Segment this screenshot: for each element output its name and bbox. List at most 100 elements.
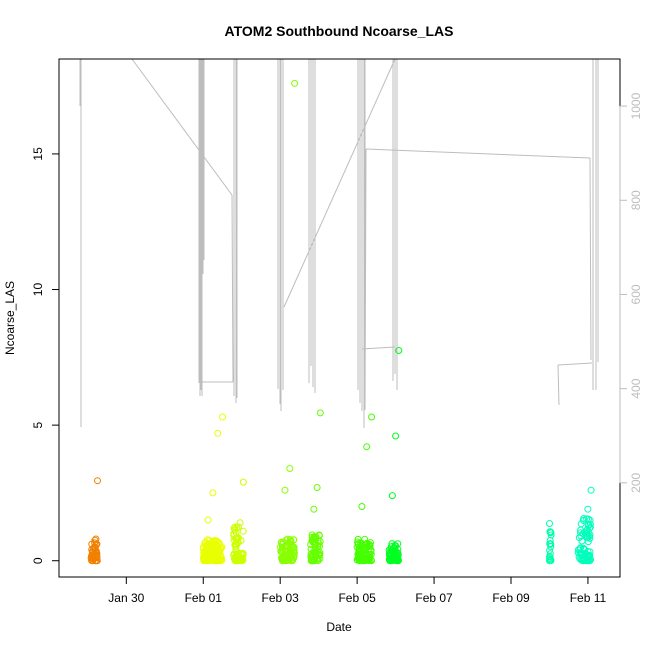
y-tick-label: 10 xyxy=(31,283,45,297)
data-point xyxy=(316,542,323,550)
data-point xyxy=(202,555,209,563)
data-point xyxy=(361,541,369,549)
data-point xyxy=(358,540,366,548)
data-point xyxy=(238,550,246,558)
data-point xyxy=(203,536,211,544)
data-point xyxy=(94,477,101,485)
data-point xyxy=(92,535,100,543)
data-point xyxy=(388,492,396,500)
data-point xyxy=(231,523,239,531)
data-point xyxy=(232,545,240,553)
data-point xyxy=(385,546,393,554)
data-point xyxy=(90,543,98,551)
data-point xyxy=(310,505,318,513)
data-point xyxy=(91,539,99,547)
data-point xyxy=(286,548,294,556)
data-point xyxy=(288,542,296,550)
right-tick-label: 800 xyxy=(629,190,643,210)
data-point xyxy=(307,545,315,553)
data-point xyxy=(212,547,219,555)
data-point xyxy=(581,528,589,536)
data-point xyxy=(276,543,284,551)
data-point xyxy=(587,486,595,494)
data-point xyxy=(203,545,211,553)
data-point xyxy=(584,548,592,555)
data-point xyxy=(586,516,594,524)
data-point xyxy=(585,552,593,560)
data-point xyxy=(211,557,218,565)
depth-line xyxy=(557,364,560,406)
data-point xyxy=(199,543,207,551)
data-point xyxy=(586,523,594,531)
data-point xyxy=(316,409,324,417)
data-point xyxy=(236,519,244,527)
right-tick-label: 400 xyxy=(629,378,643,398)
data-point xyxy=(586,520,594,528)
depth-line xyxy=(361,346,396,350)
data-point xyxy=(580,556,588,564)
data-point xyxy=(547,529,555,537)
data-point xyxy=(368,413,376,421)
data-point xyxy=(209,489,217,497)
data-point xyxy=(546,553,554,561)
depth-profile-lines xyxy=(79,58,599,428)
data-point xyxy=(215,555,223,563)
data-point xyxy=(219,413,226,421)
depth-line xyxy=(589,157,592,361)
x-tick-label: Feb 03 xyxy=(262,591,300,605)
data-point xyxy=(395,347,403,354)
data-point xyxy=(546,557,553,565)
depth-line xyxy=(365,148,591,159)
data-point xyxy=(92,548,100,556)
y-tick-label: 0 xyxy=(31,557,45,564)
x-tick-label: Feb 05 xyxy=(338,591,376,605)
data-point xyxy=(358,503,366,510)
data-point xyxy=(313,484,321,491)
depth-line xyxy=(364,148,367,411)
x-axis-label: Date xyxy=(326,620,352,634)
data-point xyxy=(239,527,247,535)
data-point xyxy=(580,516,587,524)
data-point xyxy=(91,536,99,544)
data-point xyxy=(207,547,214,555)
data-point xyxy=(584,505,592,513)
x-tick-label: Feb 11 xyxy=(570,591,607,605)
right-tick-label: 200 xyxy=(629,472,643,492)
data-point xyxy=(230,551,238,559)
data-point xyxy=(278,548,286,556)
data-point xyxy=(392,542,400,550)
y-tick-label: 15 xyxy=(31,147,45,161)
depth-line xyxy=(231,194,234,383)
x-tick-label: Feb 01 xyxy=(185,591,223,605)
data-point xyxy=(574,546,582,554)
data-point xyxy=(314,555,322,563)
right-axis: 200 400 600 800 1000 xyxy=(619,92,643,493)
x-tick-label: Jan 30 xyxy=(108,591,144,605)
data-point xyxy=(230,530,238,538)
data-point xyxy=(546,520,553,527)
data-point xyxy=(237,549,245,557)
y-tick-label: 5 xyxy=(31,421,45,428)
data-point xyxy=(585,532,593,540)
data-point xyxy=(281,553,289,561)
data-point xyxy=(307,541,315,548)
right-tick-label: 1000 xyxy=(629,92,643,119)
data-point xyxy=(204,516,212,524)
y-axis-label: Ncoarse_LAS xyxy=(3,281,17,355)
data-point xyxy=(281,486,289,494)
data-point xyxy=(547,531,555,539)
data-point xyxy=(585,524,593,532)
data-point xyxy=(201,552,209,560)
depth-line xyxy=(283,58,396,308)
data-point xyxy=(392,432,400,440)
y-axis: 0 5 10 15 xyxy=(31,147,60,564)
data-point xyxy=(546,540,554,548)
data-point xyxy=(310,534,318,542)
data-point xyxy=(366,542,374,550)
x-tick-label: Feb 07 xyxy=(415,591,453,605)
data-point xyxy=(287,537,295,545)
data-point xyxy=(233,550,241,558)
data-point xyxy=(363,443,371,451)
chart-title: ATOM2 Southbound Ncoarse_LAS xyxy=(225,23,454,39)
